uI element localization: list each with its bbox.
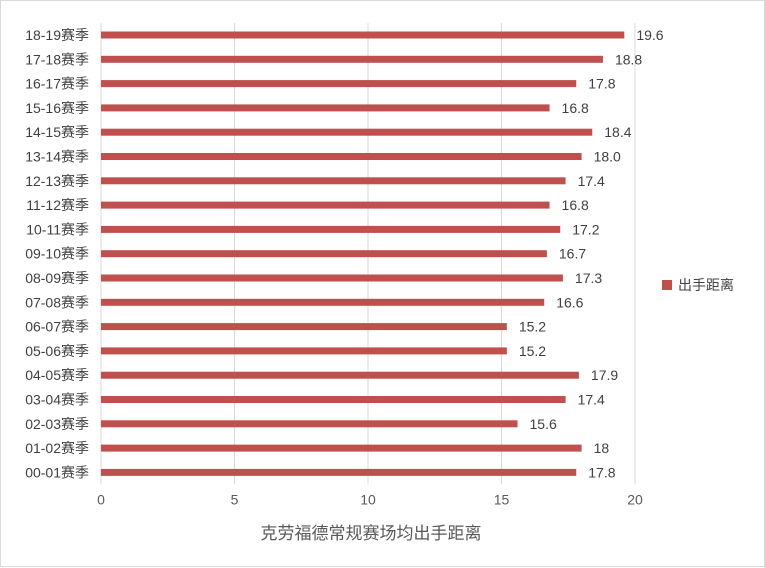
data-label: 16.7 <box>559 246 586 262</box>
category-label: 14-15赛季 <box>25 124 89 140</box>
bar <box>101 298 545 306</box>
bar <box>101 225 561 233</box>
data-label: 15.6 <box>530 416 557 432</box>
category-label: 18-19赛季 <box>25 27 89 43</box>
data-label: 17.8 <box>588 464 615 480</box>
data-label: 17.9 <box>591 367 618 383</box>
legend-label: 出手距离 <box>678 277 734 294</box>
category-label: 03-04赛季 <box>25 392 89 408</box>
category-label: 10-11赛季 <box>26 221 89 237</box>
bar <box>101 80 577 88</box>
x-tick-label: 20 <box>627 491 643 507</box>
category-label: 01-02赛季 <box>25 440 89 456</box>
data-label: 15.2 <box>519 319 546 335</box>
data-label: 17.2 <box>572 221 599 237</box>
category-label: 16-17赛季 <box>25 76 89 92</box>
data-label: 19.6 <box>636 27 663 43</box>
bar <box>101 274 563 282</box>
category-label: 11-12赛季 <box>26 197 89 213</box>
data-label: 18.0 <box>594 149 621 165</box>
x-tick-label: 5 <box>231 491 239 507</box>
category-label: 06-07赛季 <box>25 319 89 335</box>
category-label: 07-08赛季 <box>25 294 89 310</box>
bar <box>101 396 566 403</box>
bar <box>101 201 550 209</box>
x-tick-label: 15 <box>494 491 510 507</box>
data-label: 17.3 <box>575 270 602 286</box>
data-label: 18.4 <box>604 124 631 140</box>
data-label: 15.2 <box>519 343 546 359</box>
data-label: 18 <box>594 440 610 456</box>
bar <box>101 128 593 136</box>
data-label: 17.4 <box>578 173 605 189</box>
category-label: 02-03赛季 <box>25 416 89 432</box>
legend-swatch <box>662 280 672 290</box>
bar <box>101 177 566 185</box>
data-label: 16.8 <box>562 197 589 213</box>
bar <box>101 347 507 355</box>
category-label: 08-09赛季 <box>25 270 89 286</box>
data-label: 17.8 <box>588 76 615 92</box>
bar <box>101 104 550 112</box>
bar <box>101 250 547 258</box>
data-label: 17.4 <box>578 392 605 408</box>
data-label: 16.6 <box>556 294 583 310</box>
category-label: 12-13赛季 <box>25 173 89 189</box>
category-label: 09-10赛季 <box>25 246 89 262</box>
category-label: 05-06赛季 <box>25 343 89 359</box>
data-label: 18.8 <box>615 51 642 67</box>
category-label: 04-05赛季 <box>25 367 89 383</box>
x-tick-label: 10 <box>360 491 376 507</box>
category-label: 13-14赛季 <box>25 149 89 165</box>
data-label: 16.8 <box>562 100 589 116</box>
bar <box>101 444 582 452</box>
x-tick-label: 0 <box>97 491 105 507</box>
bar <box>101 55 603 63</box>
bar <box>101 323 507 331</box>
x-axis-title: 克劳福德常规赛场均出手距离 <box>261 523 482 544</box>
bar <box>101 153 582 160</box>
category-label: 00-01赛季 <box>25 464 89 480</box>
bar <box>101 31 625 39</box>
category-label: 17-18赛季 <box>25 51 89 67</box>
category-label: 15-16赛季 <box>25 100 89 116</box>
bar <box>101 468 577 476</box>
bar <box>101 420 518 428</box>
bar <box>101 371 579 379</box>
